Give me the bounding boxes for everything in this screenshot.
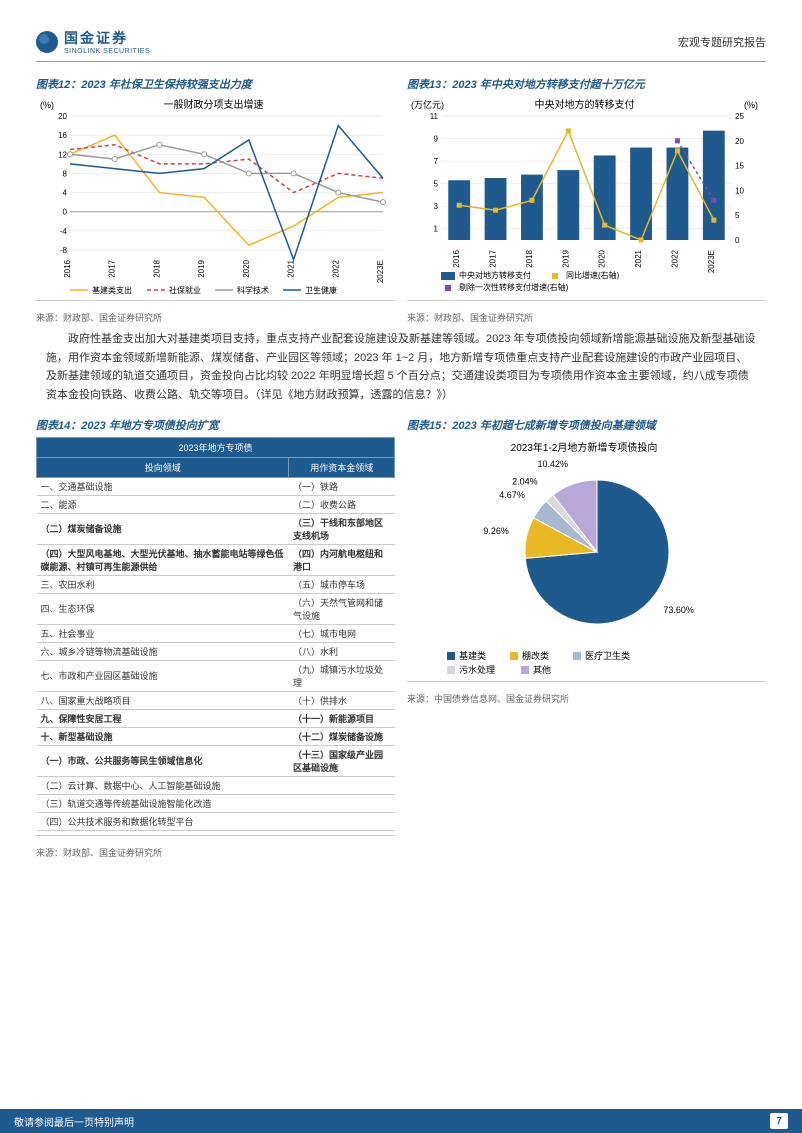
svg-text:2019: 2019 <box>197 259 206 277</box>
svg-text:73.60%: 73.60% <box>663 605 694 615</box>
chart13-title: 图表13：2023 年中央对地方转移支付超十万亿元 <box>407 76 766 92</box>
svg-text:10: 10 <box>735 186 744 195</box>
svg-text:11: 11 <box>430 112 439 121</box>
svg-text:2018: 2018 <box>152 259 161 277</box>
svg-text:4: 4 <box>63 189 68 198</box>
chart14-table: 2023年地方专项债投向领域用作资本金领域一、交通基础设施（一）铁路二、能源（二… <box>36 437 395 831</box>
svg-text:社保就业: 社保就业 <box>169 285 201 295</box>
chart13: (万亿元) (%) 中央对地方的转移支付 1 3 5 7 9 11 0 5 10 15 20 25 2016 2… <box>407 96 766 296</box>
svg-text:2022: 2022 <box>331 259 340 277</box>
svg-text:0: 0 <box>735 236 740 245</box>
page-footer: 敬请参阅最后一页特别声明 7 <box>0 1109 802 1133</box>
svg-text:9.26%: 9.26% <box>483 526 509 536</box>
svg-text:科学技术: 科学技术 <box>237 285 269 295</box>
svg-text:20: 20 <box>735 137 744 146</box>
svg-text:卫生健康: 卫生健康 <box>305 285 337 295</box>
svg-text:(万亿元): (万亿元) <box>411 99 444 110</box>
page-header: 国金证券 SINOLINK SECURITIES 宏观专题研究报告 <box>36 28 766 62</box>
svg-text:2023E: 2023E <box>376 260 385 283</box>
svg-text:2018: 2018 <box>525 249 534 267</box>
page-number: 7 <box>770 1113 788 1129</box>
table-row: 八、国家重大战略项目（十）供排水 <box>37 691 395 709</box>
svg-text:(%): (%) <box>40 100 54 110</box>
svg-text:2017: 2017 <box>108 259 117 277</box>
brand-cn: 国金证券 <box>64 28 150 48</box>
chart13-source: 来源：财政部、国金证券研究所 <box>407 311 766 324</box>
chart12-source: 来源：财政部、国金证券研究所 <box>36 311 395 324</box>
svg-text:中央对地方转移支付: 中央对地方转移支付 <box>459 270 531 280</box>
svg-text:5: 5 <box>735 211 740 220</box>
table-row: （三）轨道交通等传统基础设施智能化改造 <box>37 794 395 812</box>
svg-text:8: 8 <box>63 169 68 178</box>
svg-text:10.42%: 10.42% <box>537 459 568 469</box>
svg-text:污水处理: 污水处理 <box>459 664 495 675</box>
svg-text:9: 9 <box>434 135 439 144</box>
table-row: 三、农田水利（五）城市停车场 <box>37 575 395 593</box>
svg-text:基建类: 基建类 <box>459 650 486 661</box>
chart12: (%) 一般财政分项支出增速 -8 -4 0 4 8 12 16 20 2016 2017 2018 20… <box>36 96 395 296</box>
svg-text:2016: 2016 <box>63 259 72 277</box>
svg-text:2021: 2021 <box>634 249 643 267</box>
svg-text:2023E: 2023E <box>707 250 716 273</box>
table-row: 四、生态环保（六）天然气管网和储气设施 <box>37 593 395 624</box>
logo-icon <box>36 31 58 53</box>
chart15-title: 图表15：2023 年初超七成新增专项债投向基建领域 <box>407 417 766 433</box>
svg-text:2016: 2016 <box>452 249 461 267</box>
table-row: 六、城乡冷链等物流基础设施（八）水利 <box>37 642 395 660</box>
svg-text:2.04%: 2.04% <box>512 476 538 486</box>
svg-text:医疗卫生类: 医疗卫生类 <box>585 650 630 661</box>
svg-text:棚改类: 棚改类 <box>522 650 549 661</box>
svg-text:3: 3 <box>434 202 439 211</box>
svg-text:16: 16 <box>58 131 67 140</box>
body-paragraph: 政府性基金支出加大对基建类项目支持，重点支持产业配套设施建设及新基建等领域。20… <box>46 330 756 405</box>
svg-text:25: 25 <box>735 112 744 121</box>
svg-text:其他: 其他 <box>533 664 551 675</box>
doc-type: 宏观专题研究报告 <box>678 34 766 50</box>
chart12-title: 图表12：2023 年社保卫生保持较强支出力度 <box>36 76 395 92</box>
svg-text:0: 0 <box>63 208 68 217</box>
chart15: 2023年1-2月地方新增专项债投向 73.60% 9.26% 4.67% 2.04% 1… <box>407 437 766 677</box>
svg-text:15: 15 <box>735 162 744 171</box>
chart14-title: 图表14：2023 年地方专项债投向扩宽 <box>36 417 395 433</box>
svg-text:-8: -8 <box>60 246 68 255</box>
svg-text:2017: 2017 <box>489 249 498 267</box>
table-row: 二、能源（二）收费公路 <box>37 495 395 513</box>
table-row: 七、市政和产业园区基础设施（九）城镇污水垃圾处理 <box>37 660 395 691</box>
chart15-source: 来源：中国债券信息网、国金证券研究所 <box>407 692 766 705</box>
table-row: 五、社会事业（七）城市电网 <box>37 624 395 642</box>
svg-text:剔除一次性转移支付增速(右轴): 剔除一次性转移支付增速(右轴) <box>459 282 569 292</box>
table-row: 九、保障性安居工程（十一）新能源项目 <box>37 709 395 727</box>
svg-text:同比增速(右轴): 同比增速(右轴) <box>566 270 620 280</box>
svg-text:2020: 2020 <box>242 259 251 277</box>
svg-text:2020: 2020 <box>598 249 607 267</box>
svg-text:(%): (%) <box>744 100 758 110</box>
brand-logo: 国金证券 SINOLINK SECURITIES <box>36 28 150 55</box>
svg-text:20: 20 <box>58 112 67 121</box>
table-row: （一）市政、公共服务等民生领域信息化（十三）国家级产业园区基础设施 <box>37 745 395 776</box>
table-row: （四）公共技术服务和数据化转型平台 <box>37 812 395 830</box>
svg-text:-4: -4 <box>60 227 68 236</box>
svg-text:2021: 2021 <box>287 259 296 277</box>
svg-text:中央对地方的转移支付: 中央对地方的转移支付 <box>535 98 635 111</box>
table-row: （四）大型风电基地、大型光伏基地、抽水蓄能电站等绿色低碳能源、村镇可再生能源供给… <box>37 544 395 575</box>
svg-text:7: 7 <box>434 157 439 166</box>
table-row: （二）云计算、数据中心、人工智能基础设施 <box>37 776 395 794</box>
brand-en: SINOLINK SECURITIES <box>64 48 150 55</box>
table-row: 十、新型基础设施（十二）煤炭储备设施 <box>37 727 395 745</box>
table-row: （二）煤炭储备设施（三）干线和东部地区支线机场 <box>37 513 395 544</box>
svg-text:4.67%: 4.67% <box>499 490 525 500</box>
svg-text:1: 1 <box>434 225 439 234</box>
svg-text:2019: 2019 <box>561 249 570 267</box>
svg-text:一般财政分项支出增速: 一般财政分项支出增速 <box>164 98 264 111</box>
svg-text:基建类支出: 基建类支出 <box>92 285 132 295</box>
svg-text:2022: 2022 <box>670 249 679 267</box>
chart14-source: 来源：财政部、国金证券研究所 <box>36 846 395 859</box>
table-row: 一、交通基础设施（一）铁路 <box>37 477 395 495</box>
footer-disclaimer: 敬请参阅最后一页特别声明 <box>14 1114 134 1129</box>
svg-text:12: 12 <box>58 150 67 159</box>
svg-text:5: 5 <box>434 180 439 189</box>
svg-text:2023年1-2月地方新增专项债投向: 2023年1-2月地方新增专项债投向 <box>511 441 658 454</box>
